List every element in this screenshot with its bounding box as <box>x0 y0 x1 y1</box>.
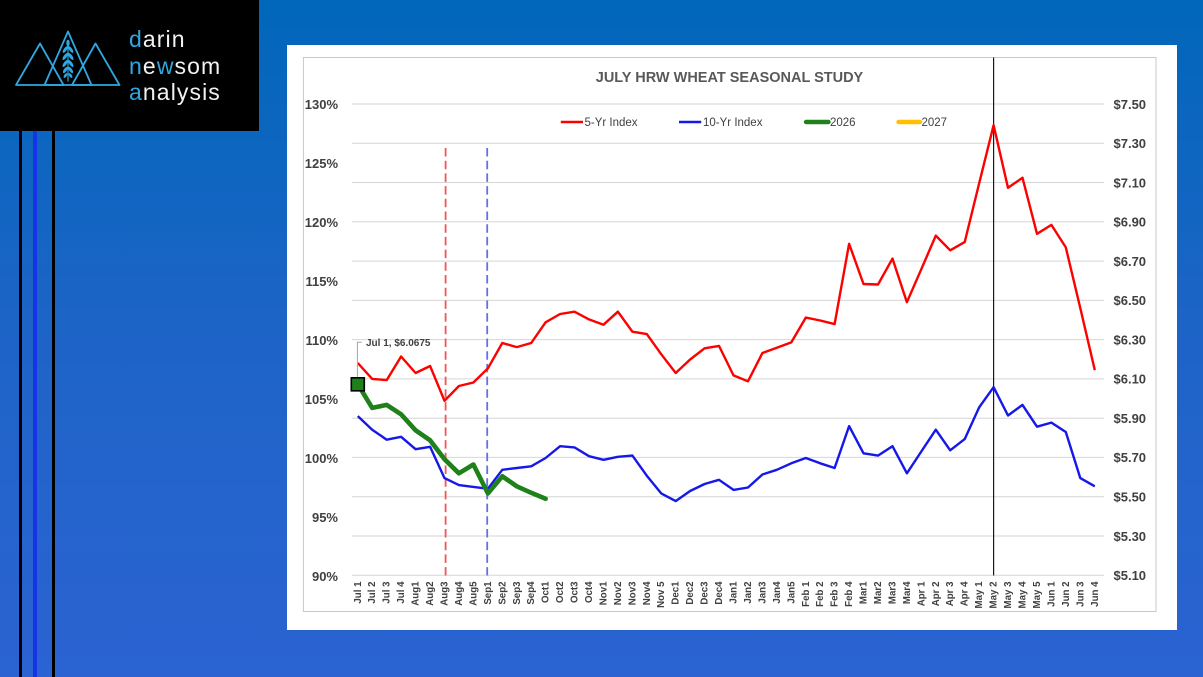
svg-text:Oct3: Oct3 <box>570 581 581 603</box>
svg-text:100%: 100% <box>305 451 339 466</box>
svg-text:Jan3: Jan3 <box>757 581 768 604</box>
svg-text:Dec1: Dec1 <box>671 581 682 605</box>
svg-text:110%: 110% <box>305 333 338 348</box>
svg-text:Aug1: Aug1 <box>411 581 422 606</box>
svg-text:Nov 5: Nov 5 <box>656 581 667 608</box>
svg-text:Sep1: Sep1 <box>483 581 494 605</box>
svg-text:JULY HRW WHEAT SEASONAL STUDY: JULY HRW WHEAT SEASONAL STUDY <box>596 70 864 86</box>
svg-text:Mar1: Mar1 <box>859 581 870 604</box>
svg-text:Jun 1: Jun 1 <box>1046 581 1057 607</box>
svg-text:May 5: May 5 <box>1032 581 1043 609</box>
svg-text:Jul 1, $6.0675: Jul 1, $6.0675 <box>366 338 431 349</box>
svg-text:Sep3: Sep3 <box>512 581 523 605</box>
svg-text:Sep4: Sep4 <box>526 581 537 605</box>
svg-text:Jan4: Jan4 <box>772 581 783 604</box>
svg-text:Oct2: Oct2 <box>555 582 566 604</box>
svg-text:Jun 4: Jun 4 <box>1090 581 1101 607</box>
svg-text:Oct1: Oct1 <box>541 581 552 603</box>
svg-text:$6.30: $6.30 <box>1114 332 1147 347</box>
svg-text:$5.10: $5.10 <box>1114 568 1147 583</box>
svg-text:May 2: May 2 <box>989 582 1000 609</box>
svg-text:120%: 120% <box>305 215 339 230</box>
svg-text:Jul 1: Jul 1 <box>353 581 364 604</box>
svg-text:$5.90: $5.90 <box>1114 411 1147 426</box>
svg-text:$6.10: $6.10 <box>1114 372 1147 387</box>
svg-text:Apr 4: Apr 4 <box>960 581 971 606</box>
svg-text:Sep2: Sep2 <box>497 582 508 605</box>
svg-text:Jun 2: Jun 2 <box>1061 582 1072 607</box>
svg-text:Mar4: Mar4 <box>902 581 913 604</box>
svg-text:Nov1: Nov1 <box>599 581 610 605</box>
svg-text:Feb 2: Feb 2 <box>815 582 826 607</box>
svg-text:Dec4: Dec4 <box>714 581 725 605</box>
svg-text:125%: 125% <box>305 156 339 171</box>
svg-text:$5.70: $5.70 <box>1114 450 1147 465</box>
svg-text:$6.90: $6.90 <box>1114 215 1147 230</box>
svg-text:$6.70: $6.70 <box>1114 254 1147 269</box>
svg-text:130%: 130% <box>305 97 339 112</box>
svg-text:2026: 2026 <box>830 117 856 129</box>
svg-text:$7.50: $7.50 <box>1114 97 1147 112</box>
svg-text:Aug3: Aug3 <box>440 581 451 606</box>
svg-text:Mar2: Mar2 <box>873 582 884 605</box>
svg-text:Nov2: Nov2 <box>613 582 624 606</box>
svg-text:Apr 2: Apr 2 <box>931 582 942 607</box>
svg-text:$5.50: $5.50 <box>1114 490 1147 505</box>
svg-text:$6.50: $6.50 <box>1114 293 1147 308</box>
svg-text:Aug5: Aug5 <box>468 581 479 606</box>
svg-text:$7.30: $7.30 <box>1114 136 1147 151</box>
svg-text:Apr 3: Apr 3 <box>945 581 956 606</box>
svg-text:115%: 115% <box>305 274 338 289</box>
svg-text:May 3: May 3 <box>1003 581 1014 609</box>
svg-text:95%: 95% <box>312 510 338 525</box>
svg-text:Jul 3: Jul 3 <box>382 581 393 604</box>
svg-text:Jan2: Jan2 <box>743 582 754 604</box>
svg-text:Feb 1: Feb 1 <box>801 581 812 607</box>
svg-text:May 1: May 1 <box>974 581 985 609</box>
svg-text:Apr 1: Apr 1 <box>916 581 927 606</box>
svg-text:5-Yr Index: 5-Yr Index <box>585 117 638 129</box>
svg-text:$7.10: $7.10 <box>1114 175 1147 190</box>
svg-text:May 4: May 4 <box>1018 581 1029 609</box>
svg-text:Dec3: Dec3 <box>700 581 711 605</box>
svg-text:Aug2: Aug2 <box>425 582 436 606</box>
svg-text:Jul 2: Jul 2 <box>367 582 378 604</box>
svg-text:90%: 90% <box>312 569 338 584</box>
svg-text:Nov4: Nov4 <box>642 581 653 605</box>
svg-text:Jan5: Jan5 <box>786 581 797 604</box>
svg-text:Jan1: Jan1 <box>729 581 740 604</box>
svg-text:Aug4: Aug4 <box>454 581 465 606</box>
svg-text:Nov3: Nov3 <box>627 581 638 605</box>
svg-text:Feb 4: Feb 4 <box>844 581 855 607</box>
svg-text:Oct4: Oct4 <box>584 581 595 603</box>
svg-text:2027: 2027 <box>922 117 948 129</box>
svg-text:$5.30: $5.30 <box>1114 529 1147 544</box>
svg-text:105%: 105% <box>305 392 339 407</box>
svg-text:Jun 3: Jun 3 <box>1075 581 1086 607</box>
svg-text:Feb 3: Feb 3 <box>830 581 841 607</box>
svg-text:Dec2: Dec2 <box>685 582 696 605</box>
svg-text:10-Yr Index: 10-Yr Index <box>703 117 763 129</box>
svg-text:Jul 4: Jul 4 <box>396 581 407 604</box>
svg-text:Mar3: Mar3 <box>888 581 899 604</box>
